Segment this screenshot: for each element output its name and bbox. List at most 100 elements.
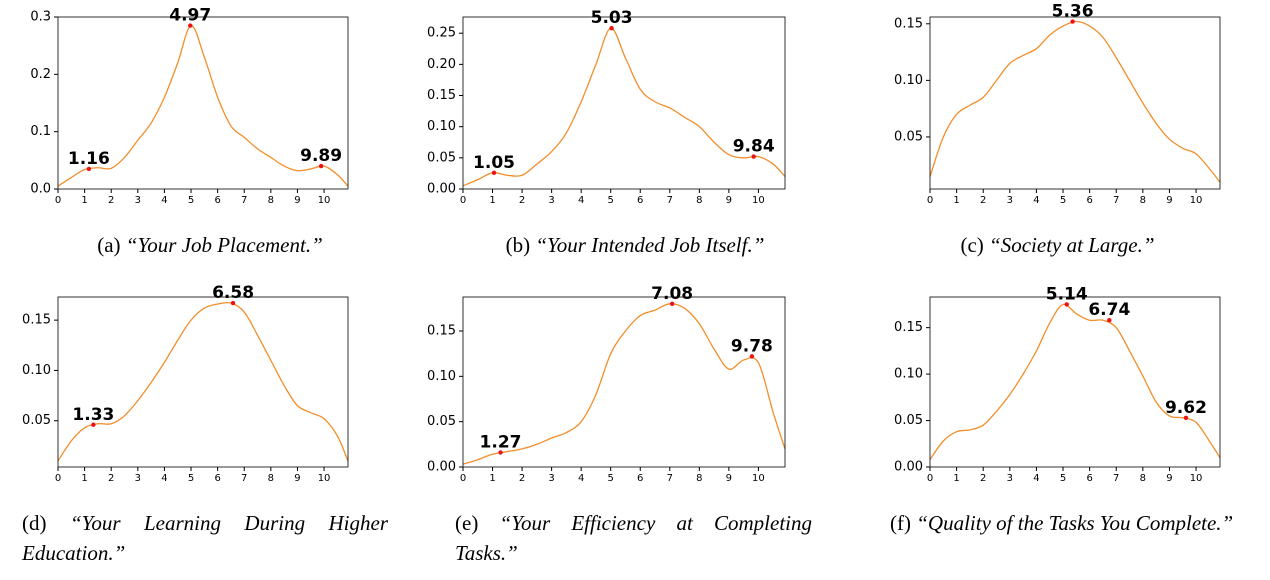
- x-tick-label: 1: [81, 473, 87, 484]
- x-tick-label: 0: [460, 195, 466, 206]
- annotation-label: 1.33: [72, 405, 114, 425]
- annotation-point: [86, 166, 92, 172]
- x-tick-label: 0: [55, 195, 61, 206]
- caption-label: (d): [22, 511, 47, 535]
- y-tick-label: 0.10: [427, 369, 456, 384]
- caption-label: (a): [97, 233, 121, 257]
- x-tick-label: 9: [726, 195, 732, 206]
- x-tick-label: 2: [519, 195, 525, 206]
- y-tick-label: 0.1: [30, 124, 51, 139]
- x-tick-label: 8: [268, 195, 274, 206]
- annotation-point: [230, 300, 236, 306]
- caption-text: “Society at Large.”: [989, 233, 1155, 257]
- plot-frame: [929, 296, 1221, 468]
- x-tick-label: 6: [1086, 195, 1092, 206]
- x-tick-label: 0: [55, 473, 61, 484]
- annotation-point: [1064, 302, 1069, 307]
- y-tick-label: 0.15: [427, 88, 456, 103]
- annotation-point: [91, 422, 96, 427]
- annotation-point: [1183, 415, 1189, 420]
- annotation-label: 6.58: [212, 283, 254, 303]
- panel: 0.00 0.05 0.10 0.15 0.20 0.25 0 1 2 3 4 5 6 7 8 9 10 1.05…: [427, 8, 786, 206]
- x-tick-label: 0: [927, 473, 933, 484]
- annotation-label: 5.14: [1046, 284, 1088, 304]
- x-tick-label: 1: [953, 473, 959, 484]
- density-line: [57, 301, 349, 462]
- x-tick-label: 8: [1140, 195, 1146, 206]
- x-tick-label: 1: [489, 195, 495, 206]
- annotation-point: [1107, 318, 1112, 323]
- x-tick-label: 10: [1190, 473, 1203, 484]
- x-tick-label: 4: [161, 195, 167, 206]
- x-tick-label: 3: [1007, 195, 1013, 206]
- density-line: [929, 20, 1221, 183]
- annotation-point: [751, 154, 756, 159]
- caption: (f) “Quality of the Tasks You Complete.”: [890, 508, 1247, 538]
- panel: 0.05 0.10 0.15 0 1 2 3 4 5 6 7 8 9 10 1.33 6.58: [22, 283, 349, 484]
- y-tick-label: 0.05: [427, 150, 456, 165]
- caption: (e) “Your Efficiency at Completing Tasks…: [455, 508, 812, 568]
- caption-label: (f): [890, 511, 911, 535]
- x-tick-label: 8: [1140, 473, 1146, 484]
- caption-text: “Your Intended Job Itself.”: [535, 233, 765, 257]
- y-tick-label: 0.0: [30, 182, 51, 197]
- x-tick-label: 2: [108, 195, 114, 206]
- plot-frame: [57, 16, 349, 190]
- density-line: [929, 303, 1221, 460]
- annotation-point: [609, 26, 614, 31]
- annotation-label: 7.08: [651, 284, 693, 304]
- x-tick-label: 1: [489, 473, 495, 484]
- x-tick-label: 6: [637, 195, 643, 206]
- x-tick-label: 8: [696, 473, 702, 484]
- x-tick-label: 4: [578, 473, 584, 484]
- annotation-label: 9.78: [731, 336, 773, 356]
- caption-label: (e): [455, 511, 479, 535]
- y-tick-label: 0.10: [22, 363, 51, 378]
- y-tick-label: 0.05: [427, 414, 456, 429]
- y-tick-label: 0.3: [30, 10, 51, 25]
- x-tick-label: 3: [135, 473, 141, 484]
- x-tick-label: 4: [578, 195, 584, 206]
- x-tick-label: 4: [161, 473, 167, 484]
- x-tick-label: 3: [548, 195, 554, 206]
- panel: 0.00 0.05 0.10 0.15 0 1 2 3 4 5 6 7 8 9 10 1.27 7.08 9.78: [427, 284, 786, 484]
- caption: (b) “Your Intended Job Itself.”: [420, 230, 850, 260]
- y-tick-label: 0.25: [427, 26, 456, 41]
- plot-frame: [57, 296, 349, 468]
- x-tick-label: 10: [752, 473, 765, 484]
- caption-text: “Your Learning During Higher Education.”: [22, 511, 389, 565]
- x-tick-label: 10: [1190, 195, 1203, 206]
- x-tick-label: 8: [268, 473, 274, 484]
- caption-text: “Your Efficiency at Completing Tasks.”: [455, 511, 812, 565]
- y-tick-label: 0.05: [22, 413, 51, 428]
- caption: (d) “Your Learning During Higher Educati…: [22, 508, 388, 568]
- x-tick-label: 3: [1007, 473, 1013, 484]
- x-tick-label: 7: [1113, 195, 1119, 206]
- x-tick-label: 5: [1060, 195, 1066, 206]
- density-line: [57, 24, 349, 187]
- annotation-label: 4.97: [169, 6, 211, 26]
- x-tick-label: 8: [696, 195, 702, 206]
- x-tick-label: 9: [1166, 473, 1172, 484]
- x-tick-label: 5: [608, 473, 614, 484]
- y-tick-label: 0.15: [894, 16, 923, 31]
- x-tick-label: 2: [108, 473, 114, 484]
- x-tick-label: 4: [1033, 195, 1039, 206]
- annotation-point: [188, 23, 193, 28]
- density-line: [462, 27, 786, 187]
- x-tick-label: 10: [318, 195, 331, 206]
- annotation-label: 9.84: [733, 137, 775, 157]
- annotation-label: 9.89: [300, 146, 342, 166]
- caption-text: “Quality of the Tasks You Complete.”: [916, 511, 1234, 535]
- panel: 0.00 0.05 0.10 0.15 0 1 2 3 4 5 6 7 8 9 10 5.146.74 9.62: [894, 284, 1221, 484]
- x-tick-label: 9: [294, 195, 300, 206]
- y-tick-label: 0.15: [894, 320, 923, 335]
- annotation-label: 1.05: [473, 153, 515, 173]
- y-tick-label: 0.05: [894, 413, 923, 428]
- annotation-label: 5.36: [1052, 2, 1094, 22]
- caption-label: (b): [505, 233, 531, 257]
- x-tick-label: 2: [980, 195, 986, 206]
- annotation-label: 5.03: [591, 8, 633, 28]
